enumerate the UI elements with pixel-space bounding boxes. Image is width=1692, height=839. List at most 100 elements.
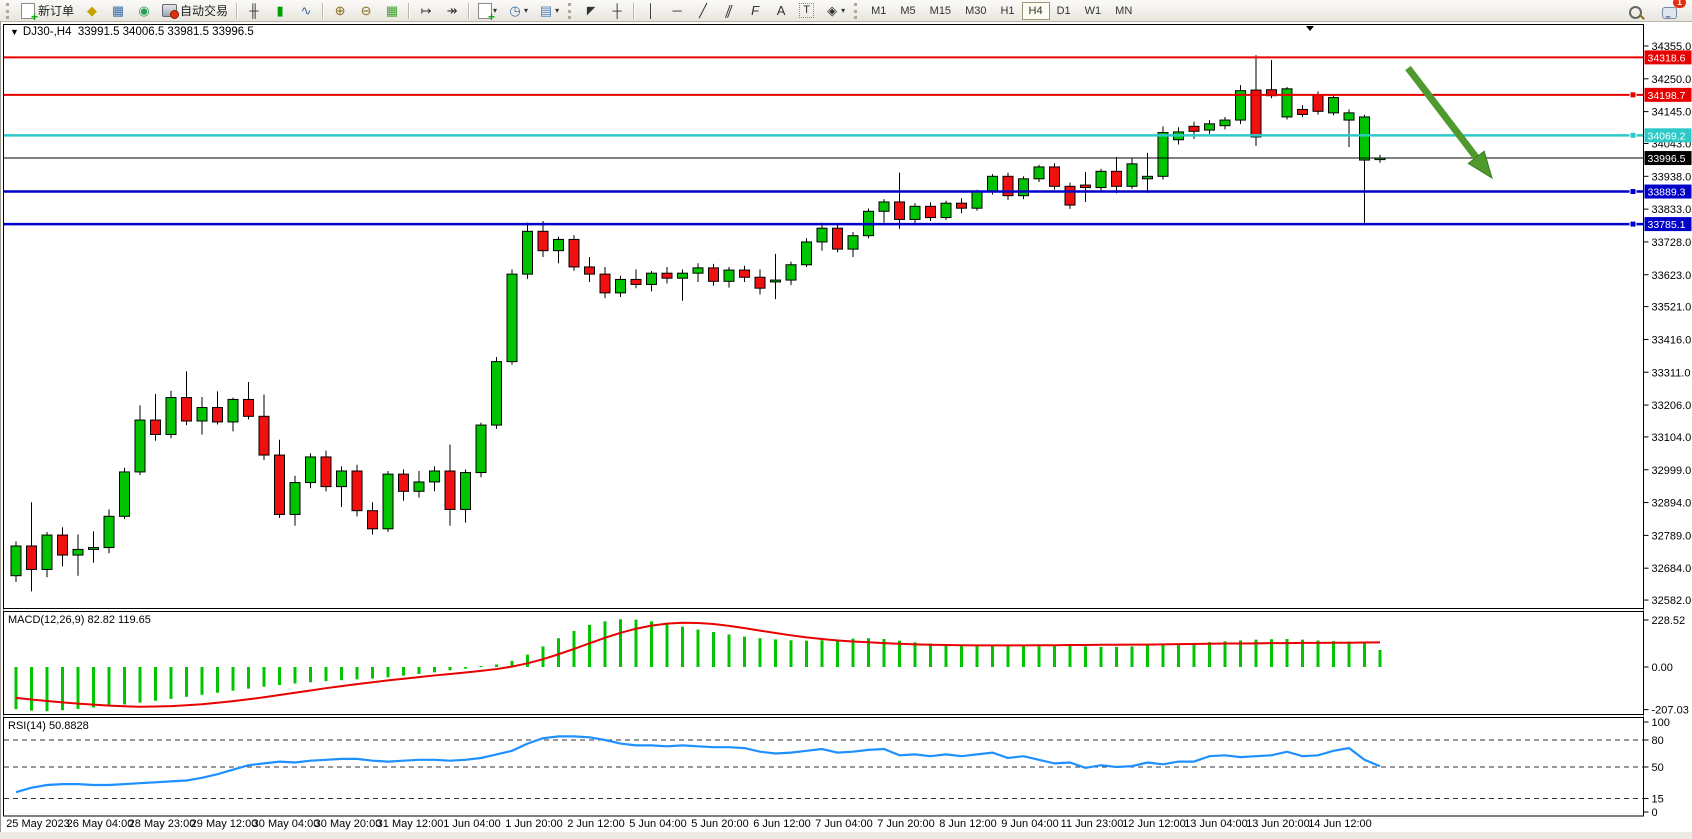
- svg-text:33889.3: 33889.3: [1648, 187, 1686, 199]
- tf-h4-button[interactable]: H4: [1021, 1, 1050, 20]
- tf-h1-button[interactable]: H1: [1000, 4, 1015, 17]
- search-button[interactable]: [1625, 2, 1646, 23]
- macd-indicator-label: MACD(12,26,9) 82.82 119.65: [8, 614, 151, 626]
- chat-button[interactable]: 1: [1658, 0, 1686, 23]
- chart-profile-button[interactable]: ◆: [80, 0, 104, 21]
- svg-text:33311.0: 33311.0: [1652, 367, 1691, 379]
- chart-shift-icon: ↠: [446, 2, 458, 18]
- trendline-button[interactable]: ╱: [691, 0, 715, 21]
- chart-shift-marker[interactable]: [1306, 26, 1314, 31]
- arrows-tool-button[interactable]: ◈ ▾: [820, 0, 849, 21]
- arrows-tool-icon: ◈: [827, 2, 838, 18]
- cursor-button[interactable]: ◤: [579, 0, 603, 21]
- svg-text:34198.7: 34198.7: [1648, 90, 1686, 102]
- vertical-line-icon: │: [647, 2, 656, 18]
- periods-button[interactable]: ◷ ▾: [503, 0, 532, 21]
- toolbar-drag-handle[interactable]: [854, 2, 860, 19]
- channel-button[interactable]: ∥: [717, 0, 741, 21]
- toolbar: 新订单 ◆ ▦ ◉ 自动交易 ╫ ▮ ∿ ⊕ ⊖: [0, 0, 1692, 23]
- line-chart-button[interactable]: ∿: [294, 0, 318, 21]
- market-watch-button[interactable]: ▦: [106, 0, 130, 21]
- toolbar-separator: [468, 2, 471, 19]
- pivot-line-cyan[interactable]: [4, 131, 1644, 139]
- crosshair-button[interactable]: ┼: [605, 0, 629, 21]
- rsi-indicator-label: RSI(14) 50.8828: [8, 720, 89, 732]
- rsi-axis[interactable]: 100 80 50 150: [1643, 717, 1670, 819]
- price-label: 33785.1: [1644, 217, 1692, 232]
- svg-text:33104.0: 33104.0: [1652, 432, 1692, 444]
- tf-m5-button[interactable]: M5: [900, 4, 916, 17]
- zoom-in-button[interactable]: ⊕: [328, 0, 352, 21]
- price-axis[interactable]: 34355.034250.034145.034043.033938.033833…: [1643, 41, 1692, 607]
- text-icon: A: [776, 2, 786, 18]
- svg-text:32582.0: 32582.0: [1652, 595, 1692, 607]
- toolbar-drag-handle[interactable]: [6, 2, 12, 19]
- svg-text:28 May 23:00: 28 May 23:00: [129, 818, 196, 830]
- svg-text:30 May 20:00: 30 May 20:00: [315, 818, 382, 830]
- svg-text:33728.0: 33728.0: [1652, 237, 1692, 249]
- tf-m15-button[interactable]: M15: [929, 4, 952, 17]
- chart-menu-caret-icon[interactable]: ▼: [10, 27, 19, 37]
- svg-text:33833.0: 33833.0: [1652, 204, 1692, 216]
- autotrading-button[interactable]: 自动交易: [158, 0, 232, 21]
- indicators-icon: [478, 2, 495, 23]
- tile-windows-icon: ▦: [385, 2, 399, 18]
- candlestick-button[interactable]: ▮: [268, 0, 292, 21]
- support-line-1[interactable]: [4, 188, 1644, 196]
- new-order-button[interactable]: 新订单: [17, 0, 78, 23]
- clock-icon: ◷: [509, 2, 521, 18]
- svg-text:13 Jun 04:00: 13 Jun 04:00: [1184, 818, 1248, 830]
- svg-text:9 Jun 04:00: 9 Jun 04:00: [1001, 818, 1059, 830]
- panel-frame: [3, 24, 1644, 817]
- tf-m1-button[interactable]: M1: [871, 4, 887, 17]
- svg-text:11 Jun 23:00: 11 Jun 23:00: [1061, 818, 1124, 830]
- signals-button[interactable]: ◉: [132, 0, 156, 21]
- chevron-down-icon: ▾: [493, 6, 498, 15]
- svg-text:30 May 04:00: 30 May 04:00: [253, 818, 320, 830]
- svg-text:33785.1: 33785.1: [1648, 219, 1686, 231]
- chart-quote-ohlc: 33991.5 34006.5 33981.5 33996.5: [77, 26, 254, 38]
- down-arrow-annotation[interactable]: [1405, 65, 1493, 180]
- support-line-2[interactable]: [4, 220, 1644, 228]
- rsi-levels: [4, 739, 1644, 799]
- indicators-button[interactable]: ▾: [474, 0, 501, 23]
- price-label: 34069.2: [1644, 128, 1692, 143]
- auto-scroll-button[interactable]: ↦: [414, 0, 438, 21]
- fibonacci-button[interactable]: F: [743, 0, 767, 21]
- toolbar-drag-handle[interactable]: [568, 2, 574, 19]
- macd-histogram: [14, 619, 1382, 712]
- toolbar-separator: [408, 2, 411, 19]
- text-label-button[interactable]: T: [795, 0, 818, 21]
- price-label: 34318.6: [1644, 50, 1692, 65]
- chart-shift-button[interactable]: ↠: [440, 0, 464, 21]
- vertical-line-button[interactable]: │: [639, 0, 663, 21]
- macd-axis[interactable]: 228.52 0.00 -207.03: [1643, 615, 1689, 717]
- horizontal-line-button[interactable]: ─: [665, 0, 689, 21]
- tile-windows-button[interactable]: ▦: [380, 0, 404, 21]
- price-label: 34198.7: [1644, 87, 1692, 102]
- text-button[interactable]: A: [769, 0, 793, 21]
- svg-text:33938.0: 33938.0: [1652, 171, 1692, 183]
- ohlc-bars-button[interactable]: ╫: [242, 0, 266, 21]
- tf-w1-button[interactable]: W1: [1084, 4, 1102, 17]
- svg-text:34145.0: 34145.0: [1652, 107, 1692, 119]
- svg-text:1 Jun 04:00: 1 Jun 04:00: [443, 818, 501, 830]
- macd-signal-line: [15, 621, 1381, 708]
- resistance-line-2[interactable]: [4, 91, 1644, 99]
- chart-symbol-period: DJ30-,H4: [22, 26, 72, 38]
- new-order-icon: [21, 2, 38, 23]
- tf-d1-button[interactable]: D1: [1056, 4, 1071, 17]
- zoom-out-button[interactable]: ⊖: [354, 0, 378, 21]
- ohlc-bars-icon: ╫: [249, 2, 259, 18]
- svg-text:228.52: 228.52: [1652, 615, 1686, 627]
- toolbar-separator: [633, 2, 636, 19]
- templates-button[interactable]: ▤ ▾: [534, 0, 563, 21]
- svg-text:33623.0: 33623.0: [1652, 270, 1692, 282]
- svg-text:1 Jun 20:00: 1 Jun 20:00: [505, 818, 563, 830]
- svg-text:32684.0: 32684.0: [1652, 563, 1692, 575]
- tf-mn-button[interactable]: MN: [1115, 4, 1133, 17]
- tf-m30-button[interactable]: M30: [965, 4, 987, 17]
